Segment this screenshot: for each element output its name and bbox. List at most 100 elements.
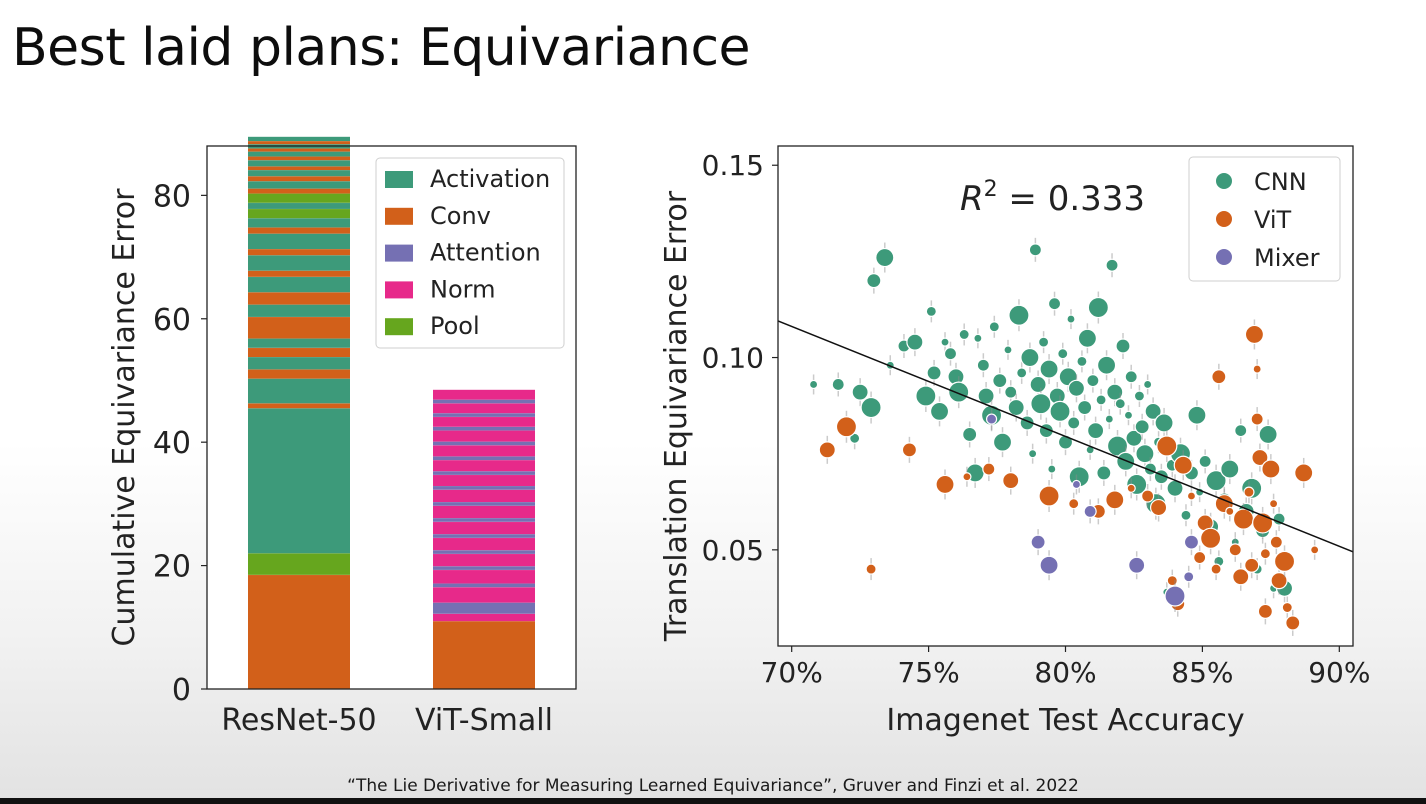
- bar-segment-activation: [248, 357, 350, 370]
- scatter-points-layer: [778, 237, 1353, 636]
- bar-segment-conv: [248, 249, 350, 256]
- point-cnn: [1187, 405, 1207, 425]
- x-tick-label: ResNet-50: [221, 703, 376, 738]
- legend-marker-cnn: [1215, 172, 1233, 190]
- point-vit: [1261, 459, 1281, 479]
- y-tick-label: 0: [172, 673, 191, 708]
- point-vit: [901, 442, 918, 458]
- point-vit: [865, 563, 877, 575]
- point-cnn: [915, 385, 937, 407]
- x-tick-label: 85%: [1171, 656, 1233, 689]
- point-vit: [1166, 575, 1178, 587]
- citation: “The Lie Derivative for Measuring Learne…: [347, 776, 1079, 796]
- y-tick-label: 0.05: [702, 534, 764, 567]
- point-cnn: [1057, 348, 1069, 360]
- bar-segment-conv: [248, 176, 350, 182]
- bar-segment-activation: [248, 136, 350, 142]
- legend-swatch-attention: [385, 244, 413, 262]
- point-cnn: [943, 347, 958, 361]
- bar-segment-norm: [433, 553, 535, 567]
- point-vit: [1269, 535, 1283, 549]
- bar-segment-conv: [248, 188, 350, 194]
- bar-segment-attention: [433, 534, 535, 538]
- point-cnn: [906, 333, 924, 351]
- point-vit: [1251, 448, 1269, 467]
- point-cnn: [1123, 410, 1134, 420]
- r-squared-value: = 0.333: [998, 179, 1145, 219]
- bar-segment-attention: [433, 456, 535, 461]
- point-vit: [1186, 491, 1197, 501]
- bar-segment-norm: [433, 389, 535, 400]
- bar-segment-activation: [248, 378, 350, 404]
- bar-segment-attention: [433, 566, 535, 570]
- bar-segment-conv: [248, 574, 350, 689]
- point-cnn: [831, 377, 845, 392]
- point-cnn: [1135, 444, 1155, 464]
- point-cnn: [992, 373, 1008, 389]
- bar-segment-activation: [248, 170, 350, 177]
- y-tick-label: 0.15: [702, 149, 764, 182]
- point-vit: [1243, 486, 1255, 498]
- point-vit: [1141, 489, 1155, 503]
- bar-segment-conv: [248, 270, 350, 277]
- point-cnn: [1037, 336, 1050, 348]
- point-cnn: [1116, 451, 1136, 471]
- bar-segment-activation: [248, 304, 350, 317]
- point-mixer: [1071, 479, 1082, 490]
- point-cnn: [948, 381, 970, 403]
- bar-segment-norm: [433, 505, 535, 519]
- point-cnn: [1028, 243, 1042, 257]
- point-cnn: [1114, 398, 1126, 410]
- y-axis-label: Translation Equivariance Error: [659, 190, 694, 642]
- point-vit: [1105, 490, 1125, 510]
- point-vit: [1244, 324, 1265, 345]
- legend-label: Pool: [430, 312, 480, 340]
- point-vit: [1244, 557, 1260, 573]
- legend-marker-mixer: [1215, 248, 1233, 266]
- bar-segment-activation: [248, 276, 350, 293]
- bar-segment-norm: [433, 430, 535, 442]
- point-cnn: [1029, 375, 1047, 394]
- bar-segment-activation: [248, 160, 350, 167]
- point-vit: [1294, 463, 1314, 483]
- point-vit: [1257, 603, 1273, 619]
- bar-segment-activation: [248, 408, 350, 554]
- point-cnn: [976, 358, 990, 372]
- point-vit: [1281, 601, 1293, 614]
- point-vit: [1156, 435, 1178, 457]
- point-cnn: [1096, 355, 1117, 375]
- point-vit: [1002, 472, 1020, 490]
- bar-segment-activation: [248, 218, 350, 228]
- bar-segment-norm: [433, 445, 535, 457]
- point-mixer: [1083, 504, 1097, 518]
- point-mixer: [1183, 534, 1200, 550]
- legend-swatch-norm: [385, 281, 413, 299]
- bar-segment-attention: [433, 502, 535, 506]
- point-cnn: [988, 321, 1000, 333]
- point-vit: [1285, 615, 1301, 631]
- point-cnn: [1106, 383, 1124, 401]
- point-cnn: [1115, 338, 1131, 354]
- bar-segment-norm: [433, 489, 535, 503]
- point-vit: [1126, 483, 1136, 493]
- bar-segment-norm: [433, 403, 535, 414]
- legend-marker-vit: [1215, 210, 1233, 228]
- point-vit: [1259, 548, 1271, 560]
- bar-segment-norm: [433, 474, 535, 486]
- point-vit: [1200, 527, 1222, 549]
- point-cnn: [1016, 367, 1028, 379]
- legend-label: ViT: [1254, 206, 1292, 234]
- point-cnn: [1087, 296, 1109, 319]
- legend-frame: [375, 157, 565, 349]
- point-vit: [1232, 568, 1250, 586]
- point-cnn: [1143, 379, 1153, 390]
- point-mixer: [985, 413, 998, 425]
- bar-segment-attention: [433, 485, 535, 490]
- point-cnn: [940, 337, 950, 347]
- point-vit: [1250, 412, 1264, 426]
- point-cnn: [860, 396, 882, 419]
- scatter-legend: CNN ViT Mixer: [1188, 156, 1341, 282]
- point-cnn: [1049, 400, 1071, 422]
- legend-label: CNN: [1254, 168, 1307, 196]
- point-cnn: [1067, 416, 1081, 430]
